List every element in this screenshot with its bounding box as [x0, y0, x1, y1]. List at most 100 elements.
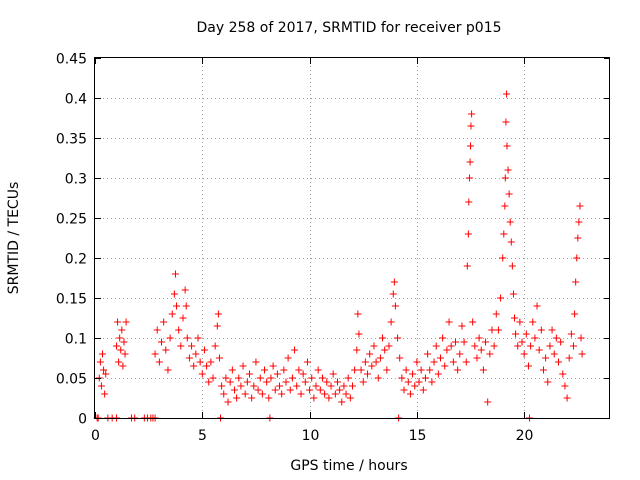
data-point: [222, 374, 230, 382]
data-point: [535, 346, 543, 354]
data-point: [563, 394, 571, 402]
data-point: [458, 322, 466, 330]
data-point: [394, 334, 402, 342]
data-point: [118, 326, 126, 334]
data-point: [452, 338, 459, 346]
data-point: [555, 358, 562, 366]
data-point: [354, 310, 362, 318]
data-point: [507, 238, 515, 246]
data-point: [344, 374, 352, 382]
data-point: [465, 174, 473, 182]
data-point: [299, 370, 307, 378]
data-point: [170, 290, 178, 298]
data-point: [213, 322, 221, 330]
data-point: [327, 382, 335, 390]
data-point: [464, 230, 472, 238]
data-point: [499, 254, 507, 262]
data-point: [233, 394, 241, 402]
data-point: [520, 350, 528, 358]
data-point: [250, 382, 258, 390]
data-point: [561, 382, 569, 390]
chart-title: Day 258 of 2017, SRMTID for receiver p01…: [196, 20, 501, 36]
data-point: [261, 366, 269, 374]
data-point: [355, 330, 363, 338]
data-point: [160, 318, 168, 326]
data-point: [473, 354, 481, 362]
data-point: [426, 366, 434, 374]
y-tick-label: 0: [78, 412, 87, 428]
data-point: [203, 362, 211, 370]
y-tick-label: 0.05: [56, 372, 87, 388]
data-point: [364, 370, 372, 378]
data-point: [552, 334, 560, 342]
y-tick-label: 0.3: [65, 172, 87, 188]
data-point: [306, 386, 314, 394]
data-point: [441, 362, 449, 370]
data-point: [436, 354, 444, 362]
data-point: [544, 378, 552, 386]
data-point: [316, 386, 324, 394]
data-point: [379, 334, 387, 342]
data-point: [254, 386, 262, 394]
data-point: [368, 362, 376, 370]
data-point: [196, 358, 204, 366]
data-point: [303, 358, 311, 366]
data-point: [248, 394, 256, 402]
x-tick-label: 15: [409, 428, 427, 444]
data-point: [301, 378, 309, 386]
data-point: [312, 382, 320, 390]
data-point: [503, 142, 511, 150]
data-point: [404, 378, 412, 386]
data-point: [398, 374, 406, 382]
data-point: [288, 374, 296, 382]
data-point: [97, 382, 105, 390]
data-point: [502, 118, 510, 126]
data-point: [370, 342, 378, 350]
data-point: [576, 202, 584, 210]
data-point: [162, 346, 170, 354]
data-point: [181, 286, 189, 294]
data-point: [321, 390, 329, 398]
data-point: [387, 318, 395, 326]
y-tick-label: 0.25: [56, 212, 87, 228]
data-point: [209, 374, 217, 382]
data-point: [96, 358, 104, 366]
data-point: [175, 326, 183, 334]
data-point: [417, 366, 425, 374]
data-point: [400, 386, 408, 394]
data-point: [346, 394, 354, 402]
data-point: [359, 378, 367, 386]
data-point: [182, 302, 190, 310]
data-point: [391, 302, 399, 310]
data-point: [323, 378, 331, 386]
data-point: [190, 362, 198, 370]
data-point: [381, 346, 389, 354]
data-point: [439, 334, 447, 342]
data-point: [516, 318, 524, 326]
data-point: [198, 370, 206, 378]
data-point: [318, 374, 326, 382]
data-point: [577, 334, 585, 342]
data-point: [211, 342, 219, 350]
data-point: [151, 350, 159, 358]
data-point: [340, 382, 348, 390]
data-point: [194, 334, 202, 342]
data-point: [342, 390, 350, 398]
x-tick-label: 5: [198, 428, 207, 444]
data-point: [574, 234, 582, 242]
y-tick-label: 0.2: [65, 252, 87, 268]
data-point: [329, 370, 337, 378]
data-point: [449, 358, 457, 366]
data-point: [284, 354, 292, 362]
data-point: [445, 318, 453, 326]
data-point: [121, 350, 129, 358]
data-point: [376, 354, 384, 362]
data-point: [456, 350, 464, 358]
data-point: [570, 342, 578, 350]
data-point: [557, 338, 565, 346]
data-point: [101, 390, 109, 398]
data-point: [226, 378, 234, 386]
data-point: [185, 354, 193, 362]
data-point: [514, 342, 522, 350]
